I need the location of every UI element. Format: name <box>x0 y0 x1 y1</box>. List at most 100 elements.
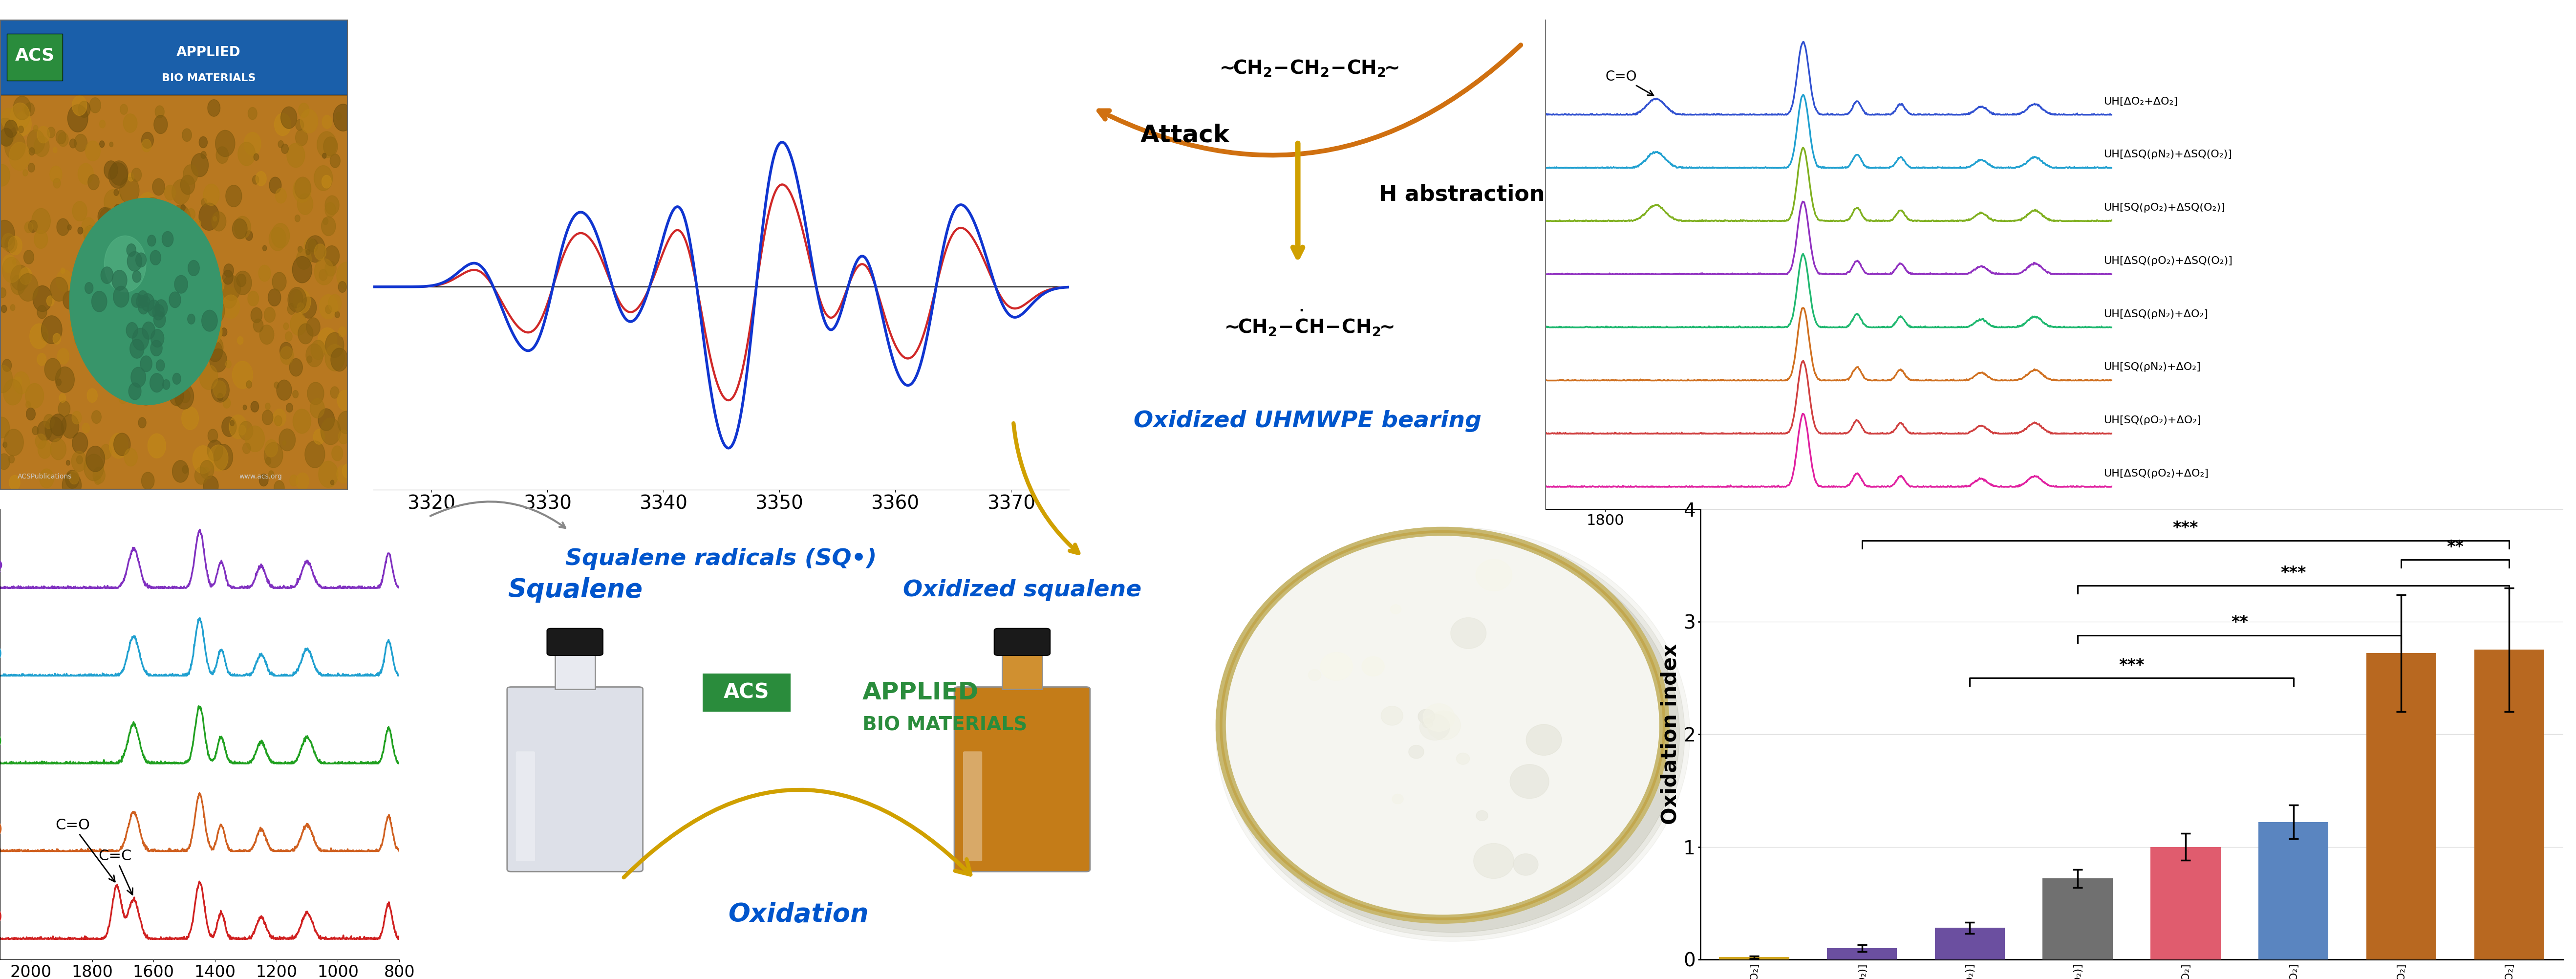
Text: C=C: C=C <box>98 849 134 895</box>
Circle shape <box>18 126 23 133</box>
Text: SQ(ρN₂): SQ(ρN₂) <box>0 646 3 661</box>
Circle shape <box>265 403 270 409</box>
Circle shape <box>337 465 350 484</box>
Circle shape <box>3 429 23 456</box>
Circle shape <box>52 439 67 460</box>
Circle shape <box>103 190 121 214</box>
Circle shape <box>70 139 77 148</box>
Circle shape <box>129 228 144 249</box>
Circle shape <box>142 238 149 249</box>
Circle shape <box>322 153 327 159</box>
Circle shape <box>23 251 33 264</box>
Circle shape <box>286 403 294 412</box>
Circle shape <box>180 175 196 195</box>
Circle shape <box>307 250 309 255</box>
Circle shape <box>276 114 291 136</box>
Circle shape <box>0 108 15 129</box>
Circle shape <box>147 434 165 458</box>
Circle shape <box>206 440 224 461</box>
Circle shape <box>278 141 283 148</box>
Text: SQ: SQ <box>0 559 3 573</box>
Circle shape <box>33 427 39 435</box>
Circle shape <box>222 287 237 308</box>
Circle shape <box>335 311 340 318</box>
Circle shape <box>180 205 185 210</box>
Circle shape <box>273 382 278 389</box>
Circle shape <box>41 315 62 344</box>
Circle shape <box>273 409 286 426</box>
Circle shape <box>137 291 147 304</box>
Circle shape <box>149 340 162 356</box>
Circle shape <box>131 310 139 323</box>
Circle shape <box>0 118 15 146</box>
Circle shape <box>1216 527 1669 923</box>
Text: www.acs.org: www.acs.org <box>240 473 283 480</box>
Circle shape <box>26 384 44 408</box>
Circle shape <box>36 434 46 448</box>
Circle shape <box>211 324 222 339</box>
Circle shape <box>116 364 134 389</box>
Circle shape <box>124 114 137 132</box>
Circle shape <box>126 322 139 339</box>
Circle shape <box>183 164 198 184</box>
Circle shape <box>13 372 28 394</box>
Circle shape <box>204 318 222 344</box>
Circle shape <box>209 288 214 297</box>
Circle shape <box>289 287 307 312</box>
Circle shape <box>137 253 147 267</box>
Circle shape <box>299 324 314 344</box>
Circle shape <box>319 461 337 488</box>
Circle shape <box>111 161 129 185</box>
Circle shape <box>175 275 188 294</box>
Circle shape <box>147 235 155 247</box>
Circle shape <box>44 417 64 442</box>
Circle shape <box>222 295 240 318</box>
Circle shape <box>3 257 21 283</box>
Circle shape <box>93 410 100 424</box>
Circle shape <box>214 216 216 221</box>
Circle shape <box>224 264 234 277</box>
Circle shape <box>265 457 270 465</box>
Circle shape <box>93 341 106 358</box>
Circle shape <box>1510 765 1548 799</box>
Circle shape <box>8 455 15 463</box>
Circle shape <box>294 177 312 199</box>
Circle shape <box>317 131 337 158</box>
Circle shape <box>57 130 67 144</box>
Circle shape <box>260 474 268 487</box>
Circle shape <box>270 223 289 248</box>
Circle shape <box>72 451 88 472</box>
Circle shape <box>294 290 312 313</box>
Circle shape <box>263 410 273 425</box>
Text: $\mathregular{\sim\!\!CH_2\!-\!\overset{\boldsymbol{\cdot}}{C}H\!-\!CH_2\!\!\sim: $\mathregular{\sim\!\!CH_2\!-\!\overset{… <box>1221 308 1394 338</box>
Circle shape <box>57 132 70 147</box>
Circle shape <box>173 373 180 385</box>
Circle shape <box>1226 536 1659 914</box>
Text: $\mathregular{\sim\!\!CH_2\!-\!CH_2\!-\!CH_2\!\!\sim}$: $\mathregular{\sim\!\!CH_2\!-\!CH_2\!-\!… <box>1216 59 1399 78</box>
Circle shape <box>216 130 234 157</box>
Circle shape <box>260 325 273 345</box>
Circle shape <box>26 401 31 408</box>
Circle shape <box>5 120 18 137</box>
Circle shape <box>175 397 180 406</box>
Circle shape <box>170 387 183 405</box>
Circle shape <box>229 420 234 426</box>
Circle shape <box>276 415 281 426</box>
Circle shape <box>1309 670 1321 680</box>
Circle shape <box>54 148 57 153</box>
Bar <box>2259 822 2329 959</box>
Text: Oxidized squalene: Oxidized squalene <box>902 580 1141 601</box>
Text: ***: *** <box>2120 657 2143 674</box>
Circle shape <box>165 185 175 201</box>
Circle shape <box>93 351 111 374</box>
Text: **: ** <box>2447 539 2463 555</box>
Circle shape <box>209 349 227 372</box>
Circle shape <box>222 275 240 301</box>
Circle shape <box>82 217 95 236</box>
Text: ***: *** <box>2280 565 2306 582</box>
Circle shape <box>337 430 348 444</box>
Text: ΔSQ(ρN₂): ΔSQ(ρN₂) <box>0 734 3 749</box>
Circle shape <box>247 381 252 389</box>
Circle shape <box>103 236 147 292</box>
Circle shape <box>247 291 258 306</box>
